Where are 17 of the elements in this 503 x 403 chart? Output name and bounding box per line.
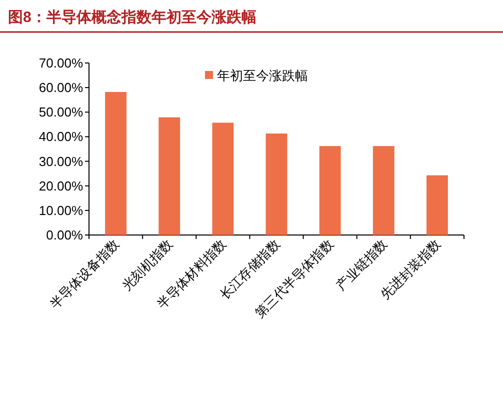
bar [372, 146, 394, 235]
y-tick-label: 60.00% [38, 80, 84, 96]
y-tick-label: 70.00% [38, 56, 84, 70]
y-tick-label: 50.00% [38, 104, 84, 120]
bar [105, 92, 126, 235]
chart-title: 图8：半导体概念指数年初至今涨跌幅 [8, 8, 256, 26]
bar [158, 117, 180, 235]
legend-label: 年初至今涨跌幅 [217, 68, 308, 83]
bar [319, 146, 341, 235]
y-tick-label: 30.00% [38, 154, 84, 169]
bar [212, 122, 234, 235]
bar [266, 134, 288, 235]
y-tick-label: 0.00% [46, 228, 84, 242]
y-tick-label: 40.00% [38, 129, 84, 144]
bar [426, 175, 448, 235]
y-tick-label: 20.00% [38, 178, 84, 194]
y-tick-label: 10.00% [38, 202, 84, 218]
